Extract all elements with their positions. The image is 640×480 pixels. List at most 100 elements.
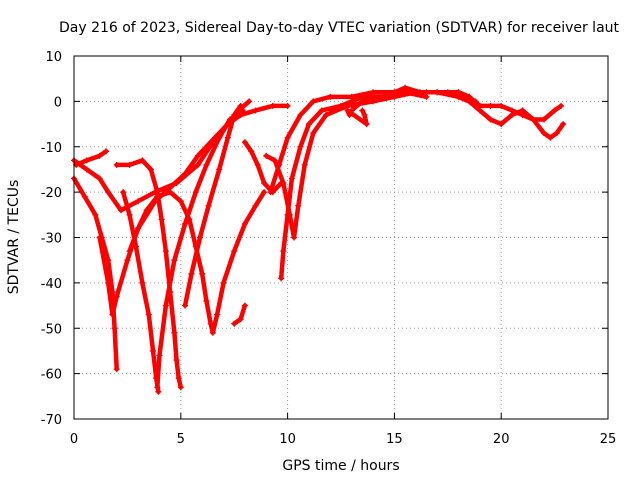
x-tick-label: 20	[493, 432, 510, 447]
data-point	[267, 189, 274, 196]
data-point	[203, 161, 210, 168]
data-point	[359, 98, 366, 105]
data-point	[203, 298, 210, 305]
series-line	[242, 139, 284, 195]
data-point	[346, 111, 353, 118]
data-point	[171, 257, 178, 264]
series-track-q	[344, 107, 370, 128]
data-point	[237, 316, 244, 323]
data-point	[291, 234, 298, 241]
data-point	[361, 111, 368, 118]
data-point	[269, 102, 276, 109]
data-point	[547, 134, 554, 141]
series-line	[120, 189, 161, 395]
data-point	[271, 157, 278, 164]
data-point	[261, 189, 268, 196]
data-point	[120, 189, 127, 196]
data-point	[83, 157, 90, 164]
data-point	[139, 157, 146, 164]
y-tick-label: 0	[54, 95, 62, 110]
data-point	[297, 111, 304, 118]
data-point	[220, 279, 227, 286]
data-point	[143, 207, 150, 214]
y-tick-label: -70	[41, 413, 62, 428]
data-point	[124, 257, 131, 264]
data-point	[145, 311, 152, 318]
data-point	[96, 175, 103, 182]
data-point	[96, 152, 103, 159]
data-point	[188, 270, 195, 277]
data-point	[109, 311, 116, 318]
data-point	[558, 102, 565, 109]
data-point	[167, 189, 174, 196]
data-point	[530, 116, 537, 123]
data-point	[252, 107, 259, 114]
data-point	[105, 279, 112, 286]
data-point	[214, 311, 221, 318]
series-track-b	[71, 175, 120, 373]
data-point	[199, 270, 206, 277]
series-line	[182, 103, 243, 308]
y-tick-label: -50	[41, 322, 62, 337]
y-tick-label: -20	[41, 186, 62, 201]
data-point	[194, 161, 201, 168]
data-point	[297, 143, 304, 150]
data-layer	[71, 84, 567, 395]
data-point	[284, 134, 291, 141]
data-point	[162, 248, 169, 255]
data-point	[519, 111, 526, 118]
axis-ticks: 0 5 10 15 20 25 10 0 -10 -20 -30 -40 -50 -60 -70	[41, 50, 617, 447]
data-point	[284, 102, 291, 109]
data-point	[344, 107, 351, 114]
data-point	[117, 207, 124, 214]
series-track-e	[113, 157, 184, 391]
series-track-h	[154, 107, 246, 391]
series-line	[73, 149, 109, 168]
series-track-j	[231, 302, 248, 327]
data-point	[209, 329, 216, 336]
data-point	[295, 202, 302, 209]
data-point	[560, 121, 567, 128]
data-point	[466, 93, 473, 100]
x-axis-label: GPS time / hours	[282, 458, 399, 474]
data-point	[135, 198, 142, 205]
data-point	[237, 102, 244, 109]
data-point	[402, 89, 409, 96]
data-point	[81, 193, 88, 200]
data-point	[182, 302, 189, 309]
data-point	[139, 279, 146, 286]
data-point	[370, 89, 377, 96]
data-point	[444, 89, 451, 96]
data-point	[288, 175, 295, 182]
data-point	[105, 189, 112, 196]
data-point	[126, 161, 133, 168]
data-point	[177, 198, 184, 205]
data-point	[205, 202, 212, 209]
data-point	[194, 152, 201, 159]
data-point	[487, 116, 494, 123]
x-tick-label: 5	[177, 432, 185, 447]
data-point	[318, 107, 325, 114]
y-tick-label: -10	[41, 141, 62, 156]
data-point	[241, 302, 248, 309]
data-point	[216, 134, 223, 141]
data-point	[171, 329, 178, 336]
data-point	[246, 98, 253, 105]
data-point	[487, 102, 494, 109]
data-point	[476, 102, 483, 109]
data-point	[423, 89, 430, 96]
data-point	[155, 388, 162, 395]
data-point	[197, 234, 204, 241]
data-point	[182, 220, 189, 227]
x-tick-label: 0	[70, 432, 78, 447]
data-point	[261, 180, 268, 187]
series-track-c	[73, 148, 110, 168]
y-tick-label: -40	[41, 277, 62, 292]
data-point	[192, 189, 199, 196]
data-point	[173, 357, 180, 364]
data-point	[252, 202, 259, 209]
data-point	[280, 180, 287, 187]
data-point	[305, 121, 312, 128]
y-tick-label: -60	[41, 368, 62, 383]
x-tick-label: 15	[386, 432, 403, 447]
